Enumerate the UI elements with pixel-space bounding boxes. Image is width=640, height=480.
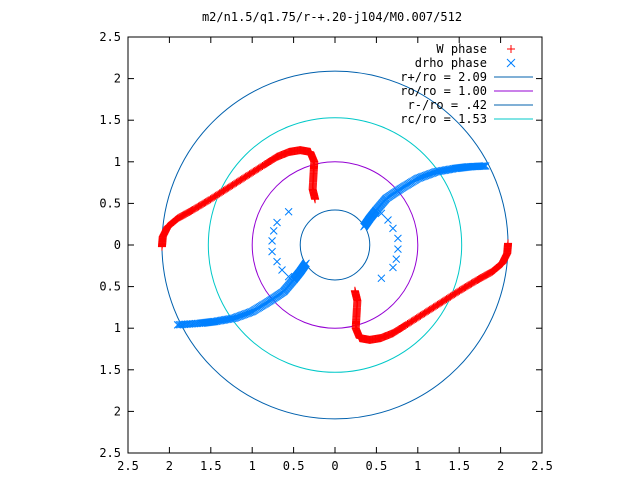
drho-phase-point xyxy=(284,207,293,216)
w-phase-point xyxy=(173,214,182,223)
w-phase-point xyxy=(477,273,486,282)
drho-phase-point xyxy=(384,216,392,224)
drho-phase-point xyxy=(273,218,281,227)
legend-label: W phase xyxy=(436,42,487,56)
radius-circle xyxy=(251,161,419,329)
drho-phase-point xyxy=(377,274,386,283)
drho-phase-point xyxy=(394,234,402,243)
drho-phase-point xyxy=(284,272,293,281)
w-phase-point xyxy=(176,212,185,221)
y-tick-label: 0.5 xyxy=(99,196,121,210)
drho-phase-point xyxy=(173,321,182,329)
w-phase-point xyxy=(175,213,184,222)
x-tick-label: 0 xyxy=(331,459,338,473)
x-tick-label: 2 xyxy=(166,459,173,473)
x-tick-label: 1.5 xyxy=(200,459,222,473)
drho-phase-point xyxy=(389,224,397,233)
w-phase-point xyxy=(478,272,487,281)
y-tick-label: 0 xyxy=(114,238,121,252)
w-phase-point xyxy=(183,209,192,218)
w-phase-point xyxy=(480,271,489,280)
y-tick-label: 2 xyxy=(114,72,121,86)
legend-label: r-/ro = .42 xyxy=(408,98,487,112)
drho-phase-point xyxy=(478,162,487,170)
legend-label: r+/ro = 2.09 xyxy=(400,70,487,84)
w-phase-series xyxy=(157,146,513,344)
x-tick-label: 0.5 xyxy=(366,459,388,473)
w-phase-point xyxy=(475,274,484,283)
drho-phase-point xyxy=(479,162,488,170)
legend-label: rc/ro = 1.53 xyxy=(400,112,487,126)
w-phase-point xyxy=(185,207,194,216)
w-phase-point xyxy=(177,211,186,220)
w-phase-point xyxy=(181,210,190,219)
y-tick-label: 1 xyxy=(114,321,121,335)
w-phase-point xyxy=(186,207,195,216)
x-tick-label: 1 xyxy=(249,459,256,473)
w-phase-point xyxy=(350,286,359,295)
w-phase-point xyxy=(180,210,189,219)
w-phase-point xyxy=(182,209,191,218)
w-phase-point xyxy=(486,268,495,277)
drho-phase-point xyxy=(175,320,184,329)
w-phase-point xyxy=(488,267,497,276)
axis-ticks: 2.5 2 1.5 1 0.5 0 0.5 1 1.5 2 2.52.521.510.500.511… xyxy=(99,30,553,473)
drho-phase-point xyxy=(392,255,401,263)
legend-label: drho phase xyxy=(415,56,487,70)
legend-label: ro/ro = 1.00 xyxy=(400,84,487,98)
drho-phase-point xyxy=(389,263,397,272)
y-tick-label: 1 xyxy=(114,155,121,169)
drho-phase-point xyxy=(480,162,489,170)
y-tick-label: 1.5 xyxy=(99,113,121,127)
y-tick-label: 0.5 xyxy=(99,280,121,294)
drho-phase-point xyxy=(278,266,286,274)
drho-phase-point xyxy=(377,209,386,218)
x-tick-label: 0.5 xyxy=(283,459,305,473)
legend-marker-sample xyxy=(506,58,516,68)
drho-phase-point xyxy=(273,257,281,266)
drho-phase-point xyxy=(268,236,276,245)
w-phase-point xyxy=(476,274,485,283)
w-phase-point xyxy=(481,271,490,280)
x-tick-label: 1.5 xyxy=(448,459,470,473)
drho-phase-point xyxy=(177,320,185,329)
y-tick-label: 2.5 xyxy=(99,30,121,44)
x-tick-label: 1 xyxy=(414,459,421,473)
y-tick-label: 1.5 xyxy=(99,363,121,377)
w-phase-point xyxy=(174,213,183,222)
w-phase-point xyxy=(311,195,320,204)
w-phase-point xyxy=(479,272,488,281)
x-tick-label: 2.5 xyxy=(117,459,139,473)
radius-circle xyxy=(207,117,463,373)
drho-phase-point xyxy=(269,227,278,235)
x-tick-label: 2.5 xyxy=(531,459,553,473)
chart-title: m2/n1.5/q1.75/r-+.20-j104/M0.007/512 xyxy=(202,10,462,24)
w-phase-point xyxy=(179,211,188,220)
drho-phase-point xyxy=(481,162,490,170)
y-tick-label: 2 xyxy=(114,404,121,418)
w-phase-point xyxy=(484,270,493,279)
drho-phase-series xyxy=(173,162,490,329)
w-phase-point xyxy=(485,269,494,278)
w-phase-point xyxy=(184,208,193,217)
drho-phase-point xyxy=(268,247,276,256)
radius-circle xyxy=(299,209,371,281)
data-series xyxy=(157,146,513,344)
y-tick-label: 2.5 xyxy=(99,446,121,460)
legend-marker-sample xyxy=(507,45,515,53)
w-phase-point xyxy=(487,268,496,277)
drho-phase-point xyxy=(394,245,402,254)
x-tick-label: 2 xyxy=(497,459,504,473)
w-phase-point xyxy=(482,270,491,279)
